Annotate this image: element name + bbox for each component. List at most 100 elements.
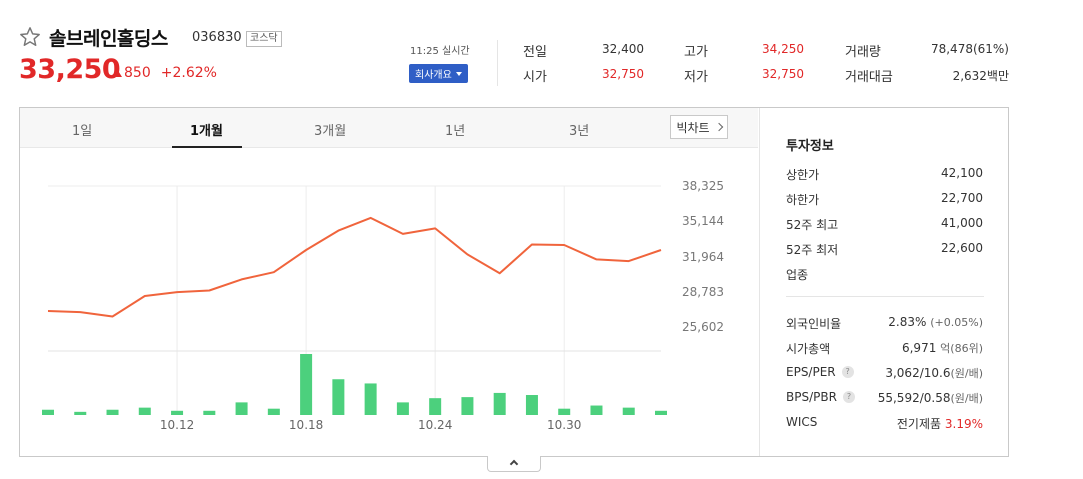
period-tabs: 1일 1개월 3개월 1년 3년 빅차트 bbox=[20, 108, 758, 148]
wics-rate: 3.19% bbox=[944, 417, 983, 431]
market-cap-value: 6,971 억(86위) bbox=[902, 340, 983, 356]
market-badge: 코스닥 bbox=[246, 31, 282, 47]
market-cap: 6,971 bbox=[901, 341, 937, 355]
volume-bar bbox=[203, 410, 216, 415]
volume-bar bbox=[106, 409, 119, 415]
info-divider bbox=[786, 296, 984, 297]
lower-limit-label: 하한가 bbox=[786, 193, 820, 207]
market-cap-unit: 억(86위) bbox=[940, 342, 983, 355]
change-rate: +2.62% bbox=[160, 65, 217, 81]
volume-bar bbox=[138, 407, 151, 415]
up-arrow-icon bbox=[112, 69, 122, 77]
low-value: 32,750 bbox=[762, 67, 804, 81]
volume-bar bbox=[493, 392, 506, 415]
volume-bar bbox=[590, 405, 603, 415]
volume-bar bbox=[558, 408, 571, 415]
week52-low-label: 52주 최저 bbox=[786, 243, 839, 257]
header-divider bbox=[497, 40, 498, 86]
foreign-ratio-change: (+0.05%) bbox=[930, 316, 983, 329]
bigchart-label: 빅차트 bbox=[676, 120, 710, 135]
bps-pbr-text: BPS/PBR bbox=[786, 390, 837, 404]
upper-limit-label: 상한가 bbox=[786, 168, 820, 182]
week52-high-value: 41,000 bbox=[941, 216, 983, 230]
stock-name: 솔브레인홀딩스 bbox=[49, 28, 168, 50]
tab-1-day[interactable]: 1일 bbox=[72, 124, 93, 139]
realtime-time: 11:25 실시간 bbox=[410, 46, 470, 57]
x-tick-label: 10.18 bbox=[289, 418, 323, 432]
sector-label: 업종 bbox=[786, 268, 809, 282]
y-tick-label: 31,964 bbox=[682, 250, 724, 264]
caret-down-icon bbox=[455, 71, 462, 76]
collapse-button[interactable] bbox=[487, 456, 541, 472]
x-tick-label: 10.30 bbox=[547, 418, 581, 432]
eps-per-value: 3,062/10.6(원/배) bbox=[885, 365, 983, 381]
eps-per-unit: (원/배) bbox=[950, 367, 983, 380]
bps-pbr: 55,592/0.58 bbox=[877, 391, 951, 405]
bps-pbr-value: 55,592/0.58(원/배) bbox=[878, 390, 983, 406]
company-overview-label: 회사개요 bbox=[415, 70, 452, 81]
chart-panel: 1일 1개월 3개월 1년 3년 빅차트 38,325 35,144 31,964 2… bbox=[19, 107, 1009, 457]
company-overview-button[interactable]: 회사개요 bbox=[409, 64, 468, 83]
volume-bar bbox=[364, 383, 377, 415]
market-cap-label: 시가총액 bbox=[786, 342, 831, 356]
week52-low-value: 22,600 bbox=[941, 241, 983, 255]
volume-bar bbox=[622, 407, 635, 415]
info-title: 투자정보 bbox=[786, 139, 834, 154]
volume-bar bbox=[235, 402, 248, 415]
volume-bar bbox=[655, 410, 667, 415]
change-amount: 850 bbox=[124, 65, 151, 81]
low-label: 저가 bbox=[684, 70, 708, 85]
volume-bar bbox=[74, 411, 87, 415]
x-tick-label: 10.12 bbox=[160, 418, 194, 432]
volume-bar bbox=[429, 398, 442, 415]
stock-code: 036830 bbox=[192, 30, 242, 45]
price-line bbox=[47, 216, 662, 318]
help-icon[interactable]: ? bbox=[842, 391, 855, 403]
volume-label: 거래량 bbox=[845, 45, 881, 60]
y-tick-label: 35,144 bbox=[682, 214, 724, 228]
volume-bar bbox=[525, 395, 538, 415]
volume-bar bbox=[267, 408, 280, 415]
tab-3-month[interactable]: 3개월 bbox=[314, 124, 347, 139]
help-icon[interactable]: ? bbox=[841, 366, 854, 378]
foreign-ratio-label: 외국인비율 bbox=[786, 317, 842, 331]
high-value: 34,250 bbox=[762, 42, 804, 56]
prev-close-label: 전일 bbox=[523, 45, 547, 60]
prev-close-value: 32,400 bbox=[602, 42, 644, 56]
bigchart-button[interactable]: 빅차트 bbox=[670, 115, 728, 139]
eps-per-text: EPS/PER bbox=[786, 365, 836, 379]
tab-1-year[interactable]: 1년 bbox=[445, 124, 466, 139]
eps-per-label: EPS/PER? bbox=[786, 365, 854, 379]
bps-pbr-label: BPS/PBR? bbox=[786, 390, 855, 404]
favorite-star-icon[interactable] bbox=[19, 26, 41, 48]
x-tick-label: 10.24 bbox=[418, 418, 452, 432]
tab-3-year[interactable]: 3년 bbox=[569, 124, 590, 139]
volume-bar bbox=[300, 354, 313, 415]
open-value: 32,750 bbox=[602, 67, 644, 81]
eps-per: 3,062/10.6 bbox=[885, 366, 951, 380]
price-chart: 38,325 35,144 31,964 28,783 25,602 10.12 10.18… bbox=[42, 179, 724, 432]
active-tab-underline bbox=[172, 146, 242, 148]
volume-bar bbox=[461, 397, 474, 415]
chevron-up-icon bbox=[509, 459, 519, 469]
week52-high-label: 52주 최고 bbox=[786, 218, 839, 232]
y-tick-label: 25,602 bbox=[682, 320, 724, 334]
wics-sector: 전기제품 bbox=[896, 417, 942, 431]
amount-label: 거래대금 bbox=[845, 70, 893, 85]
wics-label: WICS bbox=[786, 415, 818, 429]
investment-info: 투자정보 상한가 42,100 하한가 22,700 52주 최고 41,000… bbox=[759, 108, 1009, 456]
high-label: 고가 bbox=[684, 45, 708, 60]
wics-value: 전기제품 3.19% bbox=[897, 415, 983, 432]
volume-bar bbox=[42, 409, 54, 415]
y-tick-label: 38,325 bbox=[682, 179, 724, 193]
volume-bar bbox=[396, 402, 409, 415]
chart-area: 1일 1개월 3개월 1년 3년 빅차트 38,325 35,144 31,964 2… bbox=[20, 108, 758, 456]
current-price: 33,250 bbox=[19, 54, 121, 85]
foreign-ratio: 2.83% bbox=[888, 315, 927, 329]
y-tick-label: 28,783 bbox=[682, 285, 724, 299]
volume-bar bbox=[171, 410, 184, 415]
foreign-ratio-value: 2.83% (+0.05%) bbox=[888, 315, 983, 329]
tab-1-month[interactable]: 1개월 bbox=[190, 124, 223, 139]
upper-limit-value: 42,100 bbox=[941, 166, 983, 180]
price-change: 850 +2.62% bbox=[112, 65, 217, 81]
